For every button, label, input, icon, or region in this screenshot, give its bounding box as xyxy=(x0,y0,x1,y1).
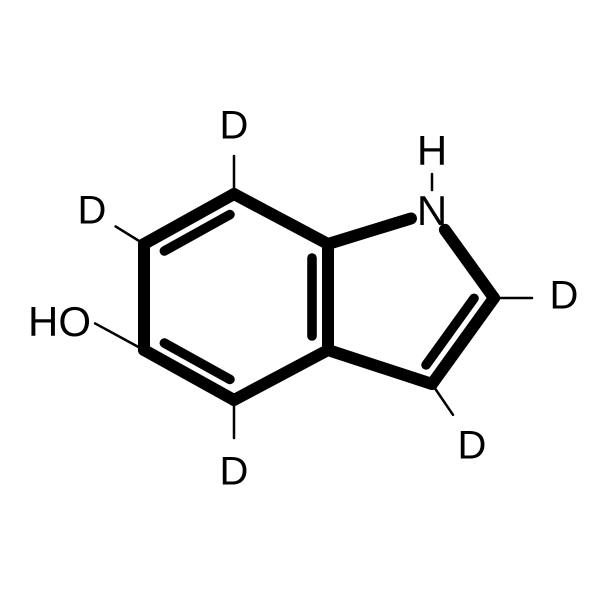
d6-bond xyxy=(116,226,144,244)
d6-label: D xyxy=(78,189,107,233)
d7-label: D xyxy=(220,104,249,148)
d4-label: D xyxy=(220,450,249,494)
d2-label: D xyxy=(550,274,579,318)
ho-label: HO xyxy=(28,298,91,345)
d3-label: D xyxy=(458,424,487,468)
n-h-label: H xyxy=(417,127,447,174)
molecule-diagram: NH HO D D D D D xyxy=(0,0,600,600)
nitrogen-label: N xyxy=(417,187,447,234)
ho-bond xyxy=(95,323,144,350)
d3-bond xyxy=(432,384,453,415)
